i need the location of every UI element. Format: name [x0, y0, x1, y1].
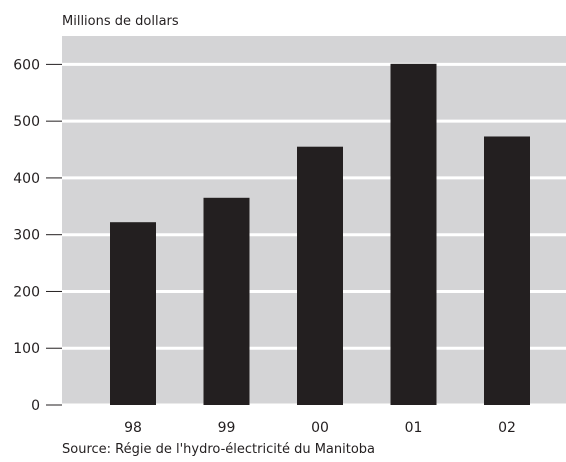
x-axis: 98 99 00 01 02 [124, 420, 516, 436]
x-tick-label: 02 [498, 420, 516, 436]
y-tick-label: 100 [13, 341, 40, 357]
y-tick-label: 300 [13, 228, 40, 244]
y-tick-label: 500 [13, 114, 40, 130]
bar-98 [110, 222, 156, 405]
y-tick-label: 600 [13, 57, 40, 73]
source-note: Source: Régie de l'hydro-électricité du … [62, 442, 375, 457]
x-tick-label: 01 [405, 420, 423, 436]
y-tick-label: 0 [31, 398, 40, 414]
y-tick-label: 400 [13, 171, 40, 187]
units-label: Millions de dollars [62, 14, 179, 29]
x-tick-label: 00 [311, 420, 329, 436]
y-axis: 0 100 200 300 400 500 600 [13, 57, 62, 414]
bar-02 [484, 136, 530, 405]
bar-00 [297, 146, 343, 405]
x-tick-label: 99 [218, 420, 236, 436]
bar-99 [203, 197, 250, 405]
bars [110, 63, 530, 405]
y-tick-label: 200 [13, 284, 40, 300]
bar-01 [390, 63, 437, 405]
x-tick-label: 98 [124, 420, 142, 436]
